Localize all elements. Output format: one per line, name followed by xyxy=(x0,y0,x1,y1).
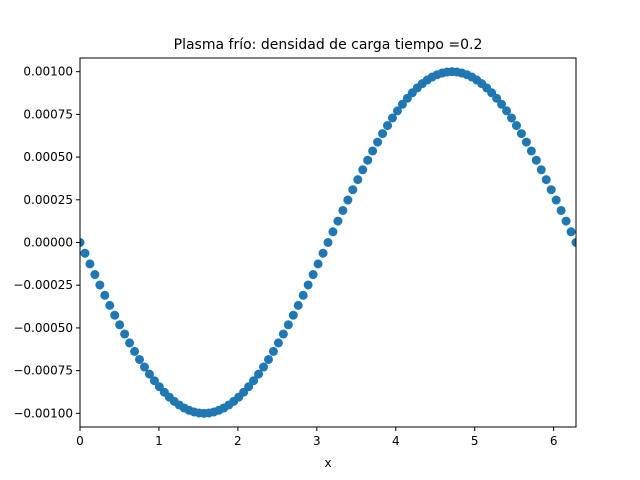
data-point xyxy=(249,376,259,386)
data-point xyxy=(531,155,541,165)
data-point xyxy=(144,369,154,379)
y-tick-label: −0.00100 xyxy=(13,406,73,420)
y-tick-label: 0.00100 xyxy=(23,65,73,79)
data-point xyxy=(492,93,502,103)
data-point xyxy=(318,248,328,258)
data-point xyxy=(115,320,125,330)
data-point xyxy=(328,227,338,237)
data-point xyxy=(130,346,140,356)
y-tick-label: 0.00000 xyxy=(23,236,73,250)
data-point xyxy=(263,354,273,364)
data-point xyxy=(546,185,556,195)
data-point xyxy=(283,320,293,330)
data-point xyxy=(392,106,402,116)
data-point xyxy=(80,248,90,258)
data-point xyxy=(353,175,363,185)
y-axis-ticks: −0.00100 −0.00075 −0.00050 −0.00025 0.00000 0… xyxy=(13,65,80,420)
data-point xyxy=(502,106,512,116)
x-axis-label: x xyxy=(324,456,331,470)
data-point xyxy=(378,129,388,139)
data-point xyxy=(259,362,269,372)
data-point xyxy=(521,137,531,147)
data-point xyxy=(313,259,323,269)
data-point xyxy=(373,137,383,147)
data-point xyxy=(95,280,105,290)
data-point xyxy=(244,382,254,392)
x-tick-label: 0 xyxy=(76,434,84,448)
data-point xyxy=(308,270,318,280)
data-point xyxy=(571,238,576,247)
data-point xyxy=(397,99,407,109)
plot-area xyxy=(79,57,577,428)
data-point xyxy=(273,338,283,348)
y-tick-label: −0.00075 xyxy=(13,364,73,378)
data-point xyxy=(526,146,536,156)
data-point xyxy=(561,216,571,226)
data-point xyxy=(497,99,507,109)
data-point xyxy=(100,290,110,300)
data-point xyxy=(343,195,353,205)
data-point xyxy=(293,300,303,310)
y-tick-label: 0.00050 xyxy=(23,150,73,164)
y-tick-label: −0.00050 xyxy=(13,321,73,335)
data-point xyxy=(298,290,308,300)
data-point xyxy=(383,121,393,131)
data-point xyxy=(333,216,343,226)
x-tick-label: 1 xyxy=(155,434,163,448)
data-point xyxy=(288,310,298,320)
x-tick-label: 4 xyxy=(392,434,400,448)
data-point xyxy=(507,113,517,123)
data-point xyxy=(268,346,278,356)
data-point xyxy=(80,238,85,247)
data-point xyxy=(323,238,333,247)
chart-title: Plasma frío: densidad de carga tiempo =0… xyxy=(174,37,483,53)
data-point xyxy=(368,146,378,156)
data-point xyxy=(566,227,576,237)
data-point xyxy=(511,121,521,131)
x-tick-label: 5 xyxy=(471,434,479,448)
y-tick-label: 0.00025 xyxy=(23,193,73,207)
data-point xyxy=(303,280,313,290)
data-point xyxy=(338,205,348,215)
data-point xyxy=(254,369,264,379)
data-point xyxy=(536,165,546,175)
data-point xyxy=(551,195,561,205)
data-point xyxy=(105,300,115,310)
data-point xyxy=(125,338,135,348)
data-point xyxy=(90,270,100,280)
data-point xyxy=(358,165,368,175)
data-point xyxy=(139,362,149,372)
data-point xyxy=(348,185,358,195)
data-point xyxy=(85,259,95,269)
x-tick-label: 6 xyxy=(550,434,558,448)
data-point xyxy=(149,376,159,386)
x-tick-label: 3 xyxy=(313,434,321,448)
data-point xyxy=(363,155,373,165)
data-point xyxy=(110,310,120,320)
data-point xyxy=(135,354,145,364)
y-tick-label: 0.00075 xyxy=(23,107,73,121)
data-point xyxy=(556,205,566,215)
y-tick-label: −0.00025 xyxy=(13,278,73,292)
data-point xyxy=(516,129,526,139)
data-point xyxy=(387,113,397,123)
x-axis-ticks: 0 1 2 3 4 5 6 xyxy=(76,427,557,448)
data-points xyxy=(80,67,576,418)
data-point xyxy=(541,175,551,185)
data-point xyxy=(278,329,288,339)
x-tick-label: 2 xyxy=(234,434,242,448)
data-point xyxy=(120,329,130,339)
